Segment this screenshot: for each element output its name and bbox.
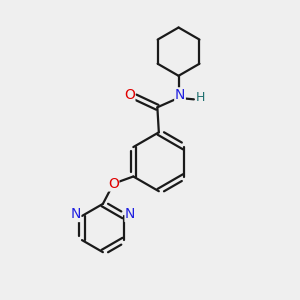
- Text: O: O: [108, 177, 119, 191]
- Text: N: N: [70, 208, 81, 221]
- Text: N: N: [125, 208, 136, 221]
- Text: H: H: [196, 92, 205, 104]
- Text: O: O: [124, 88, 135, 102]
- Text: N: N: [175, 88, 185, 102]
